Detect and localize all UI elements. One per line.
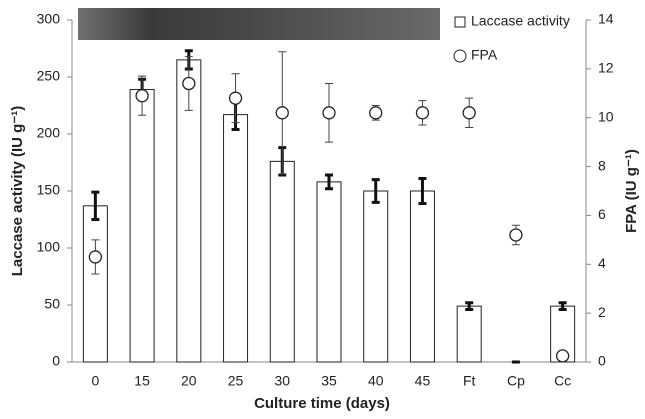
x-tick-label: 15 [134,373,150,389]
y2-tick-label: 6 [598,206,606,222]
point [557,350,569,362]
point [463,107,475,119]
x-tick-label: Cp [507,373,525,389]
y2-tick-label: 0 [598,353,606,369]
y2-label: FPA (IU g⁻¹) [623,149,640,233]
x-tick-label: 40 [368,373,384,389]
y2-tick-label: 14 [598,11,614,27]
point [510,229,522,241]
point [416,107,428,119]
x-label: Culture time (days) [254,395,390,412]
bar [130,90,154,362]
y2-tick-label: 12 [598,60,614,76]
bar [410,191,434,362]
x-tick-label: 20 [181,373,197,389]
chart: Culture time (days) Laccase activity (IU… [0,0,645,414]
legend-swatch [455,17,465,27]
x-tick-label: 25 [228,373,244,389]
point [230,92,242,104]
bar [457,306,481,362]
x-tick-label: 45 [415,373,431,389]
y-tick-label: 0 [52,353,60,369]
x-tick-label: 35 [321,373,337,389]
page: Culture time (days) Laccase activity (IU… [0,0,645,419]
point [276,107,288,119]
x-tick-label: 0 [91,373,99,389]
x-tick-label: Cc [554,373,571,389]
legend-label: Laccase activity [471,13,570,29]
point [89,251,101,263]
y-tick-label: 300 [37,11,61,27]
y-label: Laccase activity (IU g⁻¹) [9,106,26,276]
y-tick-label: 250 [37,68,61,84]
bar [317,182,341,362]
y-tick-label: 100 [37,239,61,255]
bar [364,191,388,362]
y-tick-label: 50 [44,296,60,312]
point [183,78,195,90]
y2-tick-label: 4 [598,255,606,271]
x-tick-label: 30 [274,373,290,389]
bar [270,161,294,362]
y2-tick-label: 2 [598,304,606,320]
y-tick-label: 150 [37,182,61,198]
bar [83,206,107,362]
y2-tick-label: 10 [598,108,614,124]
point [370,107,382,119]
legend-label: FPA [471,47,498,63]
x-tick-label: Ft [463,373,476,389]
point [323,107,335,119]
y-tick-label: 200 [37,125,61,141]
bar [224,115,248,362]
point [136,90,148,102]
gel-image [78,8,440,40]
y2-tick-label: 8 [598,157,606,173]
legend-swatch [454,50,466,62]
